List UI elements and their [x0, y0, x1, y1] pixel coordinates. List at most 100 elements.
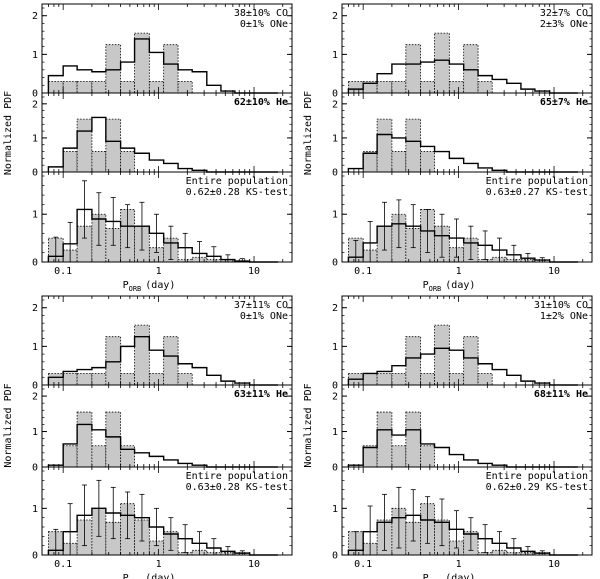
panel-label: Entire population — [486, 176, 588, 187]
y-tick-label: 0 — [32, 89, 38, 100]
panel-co: 0 1 2 38±10% CO0±1% ONe — [32, 3, 293, 100]
x-tick-label: 1 — [456, 266, 462, 277]
observed-bar — [134, 32, 150, 94]
y-axis-label: Normalized PDF — [303, 91, 314, 175]
panel-he: 0 1 2 65±7% He — [332, 92, 593, 179]
observed-bar — [420, 151, 435, 173]
observed-bar — [91, 151, 107, 173]
x-axis-label-sub: ORB — [429, 285, 442, 293]
y-tick-label: 2 — [32, 303, 38, 314]
observed-bar — [477, 81, 493, 94]
observed-bar — [120, 81, 135, 94]
model-histogram — [347, 347, 578, 386]
y-tick-label: 0 — [332, 258, 338, 269]
y-tick-label: 2 — [332, 99, 338, 110]
panel-frame — [341, 466, 593, 556]
y-tick-label: 0 — [332, 381, 338, 392]
panel-label: 0.62±0.29 KS-test — [486, 482, 588, 493]
observed-bar — [105, 44, 122, 94]
y-tick-label: 2 — [32, 11, 38, 22]
observed-bar — [105, 336, 122, 386]
observed-bar — [120, 373, 135, 386]
y-tick-label: 1 — [332, 50, 338, 61]
panel-label: 37±11% CO — [234, 300, 288, 311]
panel-label: Entire population — [186, 176, 288, 187]
panel-he: 0 1 2 68±11% He — [332, 384, 593, 474]
y-tick-label: 0 — [32, 551, 38, 562]
panel-label: 38±10% CO — [234, 8, 288, 19]
panel-he: 0 1 2 62±10% He — [32, 92, 293, 179]
x-axis-label-sub: ORB — [129, 285, 142, 293]
y-tick-label: 1 — [32, 133, 38, 144]
observed-bar — [105, 411, 122, 468]
observed-bar — [391, 151, 407, 173]
y-tick-label: 0 — [332, 463, 338, 474]
panel-label: Entire population — [486, 471, 588, 482]
panel-label: 62±10% He — [234, 97, 288, 108]
observed-bar — [105, 118, 122, 173]
panel-label: 32±7% CO — [540, 8, 588, 19]
observed-bar — [448, 81, 465, 94]
panel-co: 0 1 2 32±7% CO2±3% ONe — [332, 3, 593, 100]
y-tick-label: 1 — [332, 504, 338, 515]
x-tick-label: 10 — [248, 559, 260, 570]
panel-frame — [341, 171, 593, 263]
y-tick-label: 0 — [32, 463, 38, 474]
x-tick-label: 10 — [548, 559, 560, 570]
observed-bar — [62, 151, 78, 173]
panel-label: 0.62±0.28 KS-test — [186, 187, 288, 198]
y-tick-label: 0 — [32, 258, 38, 269]
subfigure-4: 0 1 2 31±10% CO1±2% ONe 0 1 2 68±11% He 0 1 Entire… — [303, 295, 593, 579]
y-tick-label: 1 — [32, 342, 38, 353]
y-tick-label: 1 — [332, 342, 338, 353]
y-tick-label: 1 — [332, 427, 338, 438]
y-tick-label: 1 — [332, 210, 338, 221]
observed-bar — [420, 445, 435, 468]
y-tick-label: 2 — [332, 303, 338, 314]
panel-co: 0 1 2 31±10% CO1±2% ONe — [332, 295, 593, 392]
observed-bar — [62, 373, 78, 386]
x-tick-label: 1 — [156, 266, 162, 277]
observed-bar — [420, 373, 435, 386]
panel-label: 0.63±0.27 KS-test — [486, 187, 588, 198]
y-tick-label: 1 — [32, 504, 38, 515]
y-tick-label: 2 — [32, 99, 38, 110]
observed-bar — [376, 411, 393, 468]
observed-bar — [134, 324, 150, 386]
y-tick-label: 2 — [332, 392, 338, 403]
panel-label: 0.63±0.28 KS-test — [186, 482, 288, 493]
observed-bar — [47, 81, 64, 94]
observed-bar — [376, 118, 393, 173]
x-tick-label: 10 — [548, 266, 560, 277]
observed-bar — [405, 336, 422, 386]
observed-bar — [163, 336, 179, 386]
observed-bar — [347, 81, 364, 94]
observed-bar — [47, 373, 64, 386]
panel-label: 0±1% ONe — [240, 311, 288, 322]
panel-frame — [41, 466, 293, 556]
observed-bar — [177, 373, 193, 386]
observed-bar — [362, 373, 378, 386]
y-tick-label: 1 — [32, 50, 38, 61]
observed-bar — [362, 151, 378, 173]
y-tick-label: 0 — [32, 381, 38, 392]
panel-label: Entire population — [186, 471, 288, 482]
panel-label: 65±7% He — [540, 97, 588, 108]
observed-bar — [434, 32, 450, 94]
x-tick-label: 10 — [248, 266, 260, 277]
panel-label: 31±10% CO — [534, 300, 588, 311]
x-axis-label-main: P — [123, 280, 129, 291]
observed-bar — [120, 151, 135, 173]
panel-co: 0 1 2 37±11% CO0±1% ONe — [32, 295, 293, 392]
observed-bar — [76, 81, 93, 94]
x-axis-label: PORB(day) — [423, 280, 476, 293]
observed-bar — [163, 44, 179, 94]
subfigure-1: 0 1 2 38±10% CO0±1% ONe 0 1 2 62±10% He 0 1 Entire… — [3, 3, 293, 293]
x-axis-label-main: P — [123, 573, 129, 579]
y-tick-label: 2 — [32, 392, 38, 403]
